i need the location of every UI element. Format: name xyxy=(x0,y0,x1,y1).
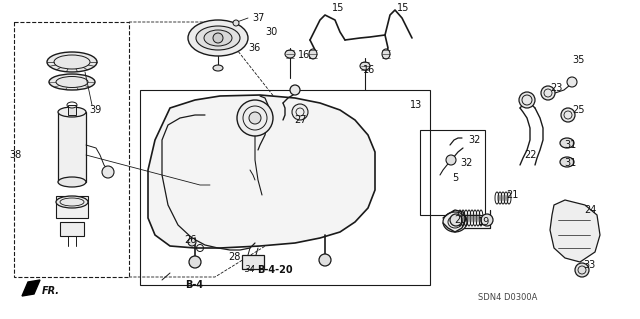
Text: SDN4 D0300A: SDN4 D0300A xyxy=(478,293,538,302)
Ellipse shape xyxy=(56,196,88,208)
Circle shape xyxy=(237,100,273,136)
Text: 24: 24 xyxy=(584,205,596,215)
Circle shape xyxy=(519,92,535,108)
Circle shape xyxy=(481,214,493,226)
Circle shape xyxy=(292,104,308,120)
Bar xyxy=(14,22,129,277)
Polygon shape xyxy=(550,200,600,262)
Text: 34: 34 xyxy=(245,265,256,275)
Text: 35: 35 xyxy=(572,55,584,65)
Polygon shape xyxy=(148,95,375,248)
Ellipse shape xyxy=(196,26,240,50)
Text: 19: 19 xyxy=(478,217,490,227)
Text: 37: 37 xyxy=(252,13,264,23)
Circle shape xyxy=(102,166,114,178)
Ellipse shape xyxy=(58,177,86,187)
Circle shape xyxy=(567,77,577,87)
Polygon shape xyxy=(22,280,40,296)
Text: 38: 38 xyxy=(9,150,21,160)
Circle shape xyxy=(213,33,223,43)
Circle shape xyxy=(446,155,456,165)
Ellipse shape xyxy=(309,49,317,59)
Text: 13: 13 xyxy=(410,100,422,110)
Circle shape xyxy=(319,254,331,266)
Text: 32: 32 xyxy=(468,135,481,145)
Text: 15: 15 xyxy=(397,3,410,13)
Ellipse shape xyxy=(213,65,223,71)
Text: B-4-20: B-4-20 xyxy=(257,265,292,275)
Text: 25: 25 xyxy=(572,105,584,115)
Circle shape xyxy=(189,256,201,268)
Text: 31: 31 xyxy=(564,140,576,150)
Text: 23: 23 xyxy=(550,83,563,93)
Circle shape xyxy=(541,86,555,100)
Text: 30: 30 xyxy=(265,27,277,37)
Ellipse shape xyxy=(204,30,232,46)
Text: 5: 5 xyxy=(452,173,458,183)
Ellipse shape xyxy=(360,62,370,70)
Text: 28: 28 xyxy=(228,252,241,262)
Circle shape xyxy=(290,85,300,95)
Ellipse shape xyxy=(443,212,467,232)
Circle shape xyxy=(233,20,239,26)
Bar xyxy=(420,130,485,215)
Bar xyxy=(56,196,88,218)
Text: FR.: FR. xyxy=(42,286,60,296)
Text: 15: 15 xyxy=(332,3,344,13)
Circle shape xyxy=(575,263,589,277)
Ellipse shape xyxy=(560,157,574,167)
Bar xyxy=(140,90,430,285)
Text: 16: 16 xyxy=(298,50,310,60)
Bar xyxy=(58,112,86,182)
Text: 16: 16 xyxy=(363,65,375,75)
Circle shape xyxy=(450,214,462,226)
Circle shape xyxy=(561,108,575,122)
Circle shape xyxy=(188,238,196,246)
Text: 32: 32 xyxy=(460,158,472,168)
Text: 39: 39 xyxy=(89,105,101,115)
Circle shape xyxy=(249,112,261,124)
Bar xyxy=(242,255,264,269)
Text: 31: 31 xyxy=(564,158,576,168)
Ellipse shape xyxy=(285,50,295,58)
Bar xyxy=(68,105,76,115)
Text: 20: 20 xyxy=(454,215,467,225)
Ellipse shape xyxy=(49,74,95,90)
Text: 21: 21 xyxy=(506,190,518,200)
Ellipse shape xyxy=(560,138,574,148)
Ellipse shape xyxy=(47,52,97,72)
Text: 27: 27 xyxy=(294,115,307,125)
Text: 22: 22 xyxy=(524,150,536,160)
Text: B-4: B-4 xyxy=(185,280,203,290)
Text: 36: 36 xyxy=(248,43,260,53)
Ellipse shape xyxy=(188,20,248,56)
Text: 26: 26 xyxy=(184,235,196,245)
Text: 33: 33 xyxy=(583,260,595,270)
Bar xyxy=(60,222,84,236)
Ellipse shape xyxy=(382,49,390,59)
Ellipse shape xyxy=(58,107,86,117)
